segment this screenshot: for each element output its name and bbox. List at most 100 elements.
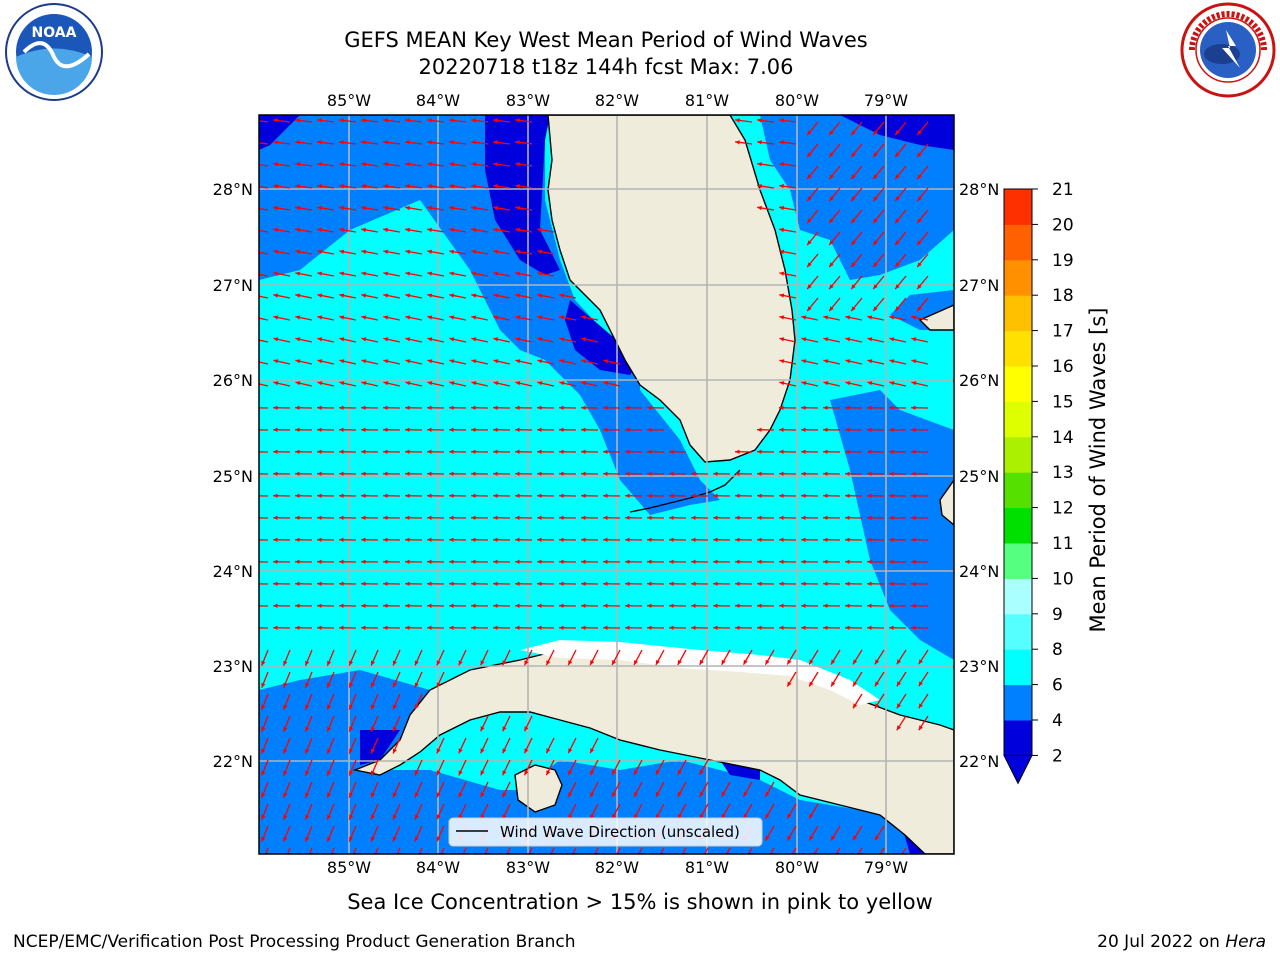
wind-wave-arrowhead: [405, 227, 410, 233]
wind-wave-arrowhead: [449, 359, 455, 364]
wind-wave-arrowhead: [581, 625, 586, 630]
wind-wave-arrowhead: [481, 858, 485, 863]
chart-title: GEFS MEAN Key West Mean Period of Wind W…: [344, 28, 868, 52]
wind-wave-arrowhead: [757, 625, 762, 630]
wind-wave-arrowhead: [634, 792, 638, 797]
wind-wave-arrowhead: [889, 405, 894, 410]
wind-wave-arrowhead: [889, 315, 895, 320]
wind-wave-arrowhead: [339, 603, 344, 608]
wind-wave-arrowhead: [361, 405, 366, 410]
wind-wave-arrow: [550, 847, 555, 854]
chart-subtitle: 20220718 t18z 144h fcst Max: 7.06: [418, 55, 794, 79]
wind-wave-arrowhead: [361, 118, 366, 123]
wind-wave-arrowhead: [568, 770, 573, 776]
wind-wave-arrow: [725, 847, 731, 854]
wind-wave-arrowhead: [339, 625, 344, 630]
wind-wave-arrowhead: [515, 427, 520, 432]
wind-wave-arrowhead: [405, 140, 410, 145]
wind-wave-arrowhead: [392, 748, 397, 754]
wind-wave-arrowhead: [691, 581, 696, 586]
wind-wave-arrowhead: [493, 337, 499, 342]
wind-wave-arrow: [286, 847, 291, 854]
wind-wave-arrowhead: [405, 162, 410, 167]
wind-wave-arrowhead: [581, 559, 586, 564]
wind-wave-arrowhead: [744, 858, 748, 863]
wind-wave-arrowhead: [327, 836, 332, 842]
wind-wave-arrowhead: [349, 770, 354, 776]
wind-wave-arrowhead: [436, 792, 441, 798]
wind-wave-arrowhead: [677, 659, 682, 665]
wind-wave-arrowhead: [405, 184, 410, 189]
wind-wave-arrowhead: [392, 836, 397, 842]
wind-wave-arrowhead: [851, 130, 856, 136]
wind-wave-arrowhead: [603, 471, 608, 476]
wind-wave-arrowhead: [273, 140, 278, 145]
wind-wave-arrowhead: [317, 381, 323, 386]
wind-wave-arrowhead: [283, 682, 288, 688]
wind-wave-arrowhead: [917, 240, 922, 246]
wind-wave-arrowhead: [273, 515, 278, 520]
wind-wave-arrowhead: [735, 493, 740, 498]
lon-label-bottom: 85°W: [327, 858, 371, 877]
wind-wave-arrowhead: [537, 427, 542, 432]
wind-wave-arrowhead: [779, 581, 784, 586]
wind-wave-arrowhead: [493, 581, 498, 586]
wind-wave-arrowhead: [493, 405, 498, 410]
wind-wave-arrowhead: [647, 537, 652, 542]
wind-wave-arrowhead: [895, 174, 900, 180]
wind-wave-arrowhead: [918, 681, 923, 687]
wind-wave-arrow: [484, 847, 489, 854]
wind-wave-arrowhead: [471, 427, 476, 432]
wind-wave-arrowhead: [295, 315, 301, 320]
wind-wave-arrowhead: [895, 218, 900, 224]
wind-wave-arrowhead: [339, 249, 345, 254]
wind-wave-arrowhead: [502, 748, 507, 754]
wind-wave-arrowhead: [787, 835, 792, 841]
wind-wave-arrowhead: [339, 293, 345, 298]
wind-wave-arrowhead: [823, 537, 828, 542]
wind-wave-arrowhead: [889, 581, 894, 586]
wind-wave-arrowhead: [801, 359, 807, 364]
wind-wave-arrowhead: [911, 427, 916, 432]
wind-wave-arrowhead: [917, 306, 922, 312]
wind-wave-arrowhead: [295, 381, 301, 386]
wind-wave-arrow: [374, 847, 379, 854]
wind-wave-arrowhead: [590, 660, 595, 666]
wind-wave-arrowhead: [559, 427, 564, 432]
wind-wave-arrowhead: [427, 271, 433, 276]
wind-wave-arrowhead: [339, 405, 344, 410]
wind-wave-arrowhead: [603, 381, 609, 386]
wind-wave-arrowhead: [405, 515, 410, 520]
wind-wave-arrowhead: [911, 315, 917, 320]
wind-wave-arrowhead: [273, 337, 279, 342]
wind-wave-arrowhead: [801, 515, 806, 520]
wind-wave-arrowhead: [405, 559, 410, 564]
wind-wave-arrowhead: [845, 603, 850, 608]
wind-wave-arrowhead: [427, 449, 432, 454]
wind-wave-arrowhead: [779, 603, 784, 608]
wind-wave-arrowhead: [625, 493, 630, 498]
wind-wave-arrowhead: [251, 140, 256, 144]
wind-wave-arrowhead: [493, 493, 498, 498]
wind-wave-arrowhead: [537, 471, 542, 476]
wind-wave-arrowhead: [845, 315, 851, 320]
wind-wave-arrowhead: [317, 405, 322, 410]
wind-wave-arrowhead: [787, 681, 792, 687]
wind-wave-arrowhead: [807, 152, 812, 158]
wind-wave-arrowhead: [809, 813, 814, 819]
wind-wave-arrowhead: [515, 249, 521, 254]
wind-wave-arrowhead: [339, 559, 344, 564]
wind-wave-arrowhead: [261, 814, 266, 820]
colorbar-bin: [1004, 401, 1032, 438]
wind-wave-arrowhead: [427, 315, 433, 320]
wind-wave-arrowhead: [625, 581, 630, 586]
wind-wave-arrowhead: [371, 859, 375, 864]
wind-wave-arrowhead: [823, 405, 828, 410]
wind-wave-arrowhead: [493, 227, 498, 233]
wind-wave-arrowhead: [779, 493, 784, 498]
wind-wave-arrowhead: [371, 726, 375, 732]
wind-wave-arrowhead: [757, 537, 762, 542]
wind-wave-arrowhead: [779, 381, 785, 386]
wind-wave-arrowhead: [405, 381, 411, 386]
wind-wave-arrowhead: [339, 449, 344, 454]
